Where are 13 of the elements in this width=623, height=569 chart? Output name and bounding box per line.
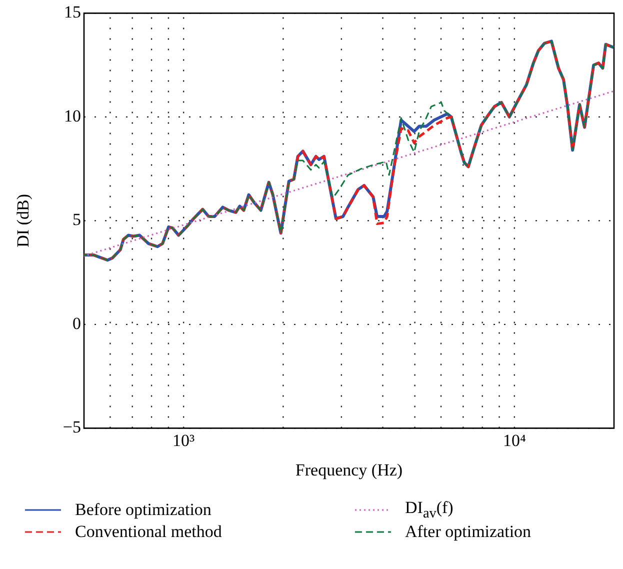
x-tick-label: 10⁴ (502, 430, 526, 450)
legend-label: Conventional method (75, 522, 222, 542)
x-axis-title: Frequency (Hz) (295, 460, 403, 480)
legend-label: Before optimization (75, 500, 212, 520)
legend-label: DI$_{av}$(f) (405, 498, 454, 522)
y-tick-label: 10 (64, 106, 81, 126)
x-tick-label: 10³ (172, 430, 195, 450)
y-tick-label: 15 (64, 2, 81, 22)
y-axis-title: DI (dB) (14, 194, 33, 248)
y-tick-label: 0 (72, 314, 81, 333)
y-tick-label: −5 (62, 418, 81, 437)
y-tick-label: 5 (72, 210, 81, 230)
legend-label: After optimization (405, 522, 532, 542)
